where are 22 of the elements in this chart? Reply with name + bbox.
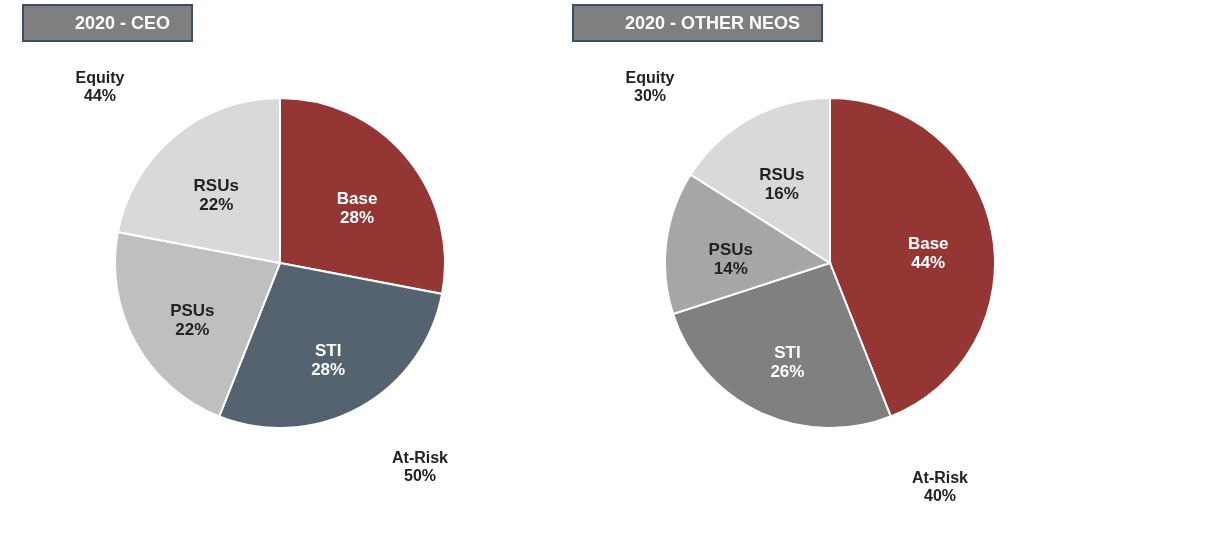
data-label: 28% bbox=[311, 359, 346, 379]
slice-label: Base bbox=[336, 189, 378, 209]
data-label: 44% bbox=[911, 253, 946, 273]
text: Equity 30% bbox=[625, 69, 675, 104]
chart-title: 2020 - CEO bbox=[75, 13, 171, 33]
slice-label: Base bbox=[907, 234, 949, 254]
data-label: 26% bbox=[770, 362, 805, 382]
slice-label: STI bbox=[774, 343, 801, 363]
data-label: 16% bbox=[764, 184, 799, 204]
data-label: 22% bbox=[175, 320, 210, 340]
chart-title: 2020 - OTHER NEOS bbox=[625, 13, 801, 33]
data-label: 22% bbox=[199, 194, 234, 214]
text: At-Risk 40% bbox=[911, 469, 969, 504]
text: Equity 44% bbox=[75, 69, 125, 104]
text: At-Risk 50% bbox=[391, 449, 449, 484]
slice-label: RSUs bbox=[193, 175, 239, 195]
data-label: 14% bbox=[713, 259, 748, 279]
slice-label: PSUs bbox=[170, 301, 215, 321]
slice-label: RSUs bbox=[759, 165, 805, 185]
slice-label: STI bbox=[314, 340, 342, 360]
slice-label: PSUs bbox=[708, 240, 753, 260]
data-label: 28% bbox=[340, 208, 375, 228]
